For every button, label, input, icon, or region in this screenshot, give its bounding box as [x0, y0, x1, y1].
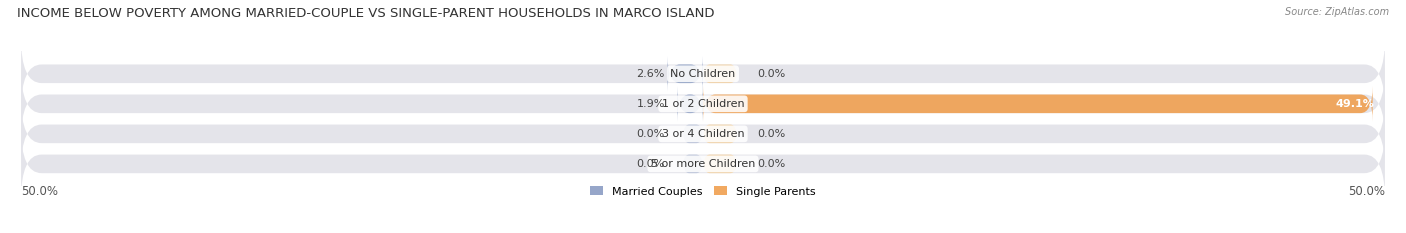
Text: 0.0%: 0.0%	[637, 129, 665, 139]
FancyBboxPatch shape	[703, 154, 737, 173]
FancyBboxPatch shape	[21, 98, 1385, 170]
FancyBboxPatch shape	[682, 154, 703, 173]
Legend: Married Couples, Single Parents: Married Couples, Single Parents	[586, 182, 820, 201]
FancyBboxPatch shape	[703, 65, 737, 83]
FancyBboxPatch shape	[21, 68, 1385, 140]
Text: No Children: No Children	[671, 69, 735, 79]
FancyBboxPatch shape	[668, 56, 703, 92]
Text: 49.1%: 49.1%	[1336, 99, 1374, 109]
Text: 3 or 4 Children: 3 or 4 Children	[662, 129, 744, 139]
FancyBboxPatch shape	[703, 86, 1372, 122]
FancyBboxPatch shape	[682, 124, 703, 143]
Text: 1 or 2 Children: 1 or 2 Children	[662, 99, 744, 109]
Text: 0.0%: 0.0%	[758, 129, 786, 139]
Text: 0.0%: 0.0%	[758, 69, 786, 79]
Text: 50.0%: 50.0%	[21, 185, 58, 199]
Text: 0.0%: 0.0%	[758, 159, 786, 169]
FancyBboxPatch shape	[703, 124, 737, 143]
FancyBboxPatch shape	[678, 86, 703, 122]
Text: 1.9%: 1.9%	[637, 99, 665, 109]
Text: 50.0%: 50.0%	[1348, 185, 1385, 199]
FancyBboxPatch shape	[21, 38, 1385, 110]
Text: INCOME BELOW POVERTY AMONG MARRIED-COUPLE VS SINGLE-PARENT HOUSEHOLDS IN MARCO I: INCOME BELOW POVERTY AMONG MARRIED-COUPL…	[17, 7, 714, 20]
Text: 2.6%: 2.6%	[637, 69, 665, 79]
Text: 5 or more Children: 5 or more Children	[651, 159, 755, 169]
Text: 0.0%: 0.0%	[637, 159, 665, 169]
Text: Source: ZipAtlas.com: Source: ZipAtlas.com	[1285, 7, 1389, 17]
FancyBboxPatch shape	[21, 128, 1385, 200]
